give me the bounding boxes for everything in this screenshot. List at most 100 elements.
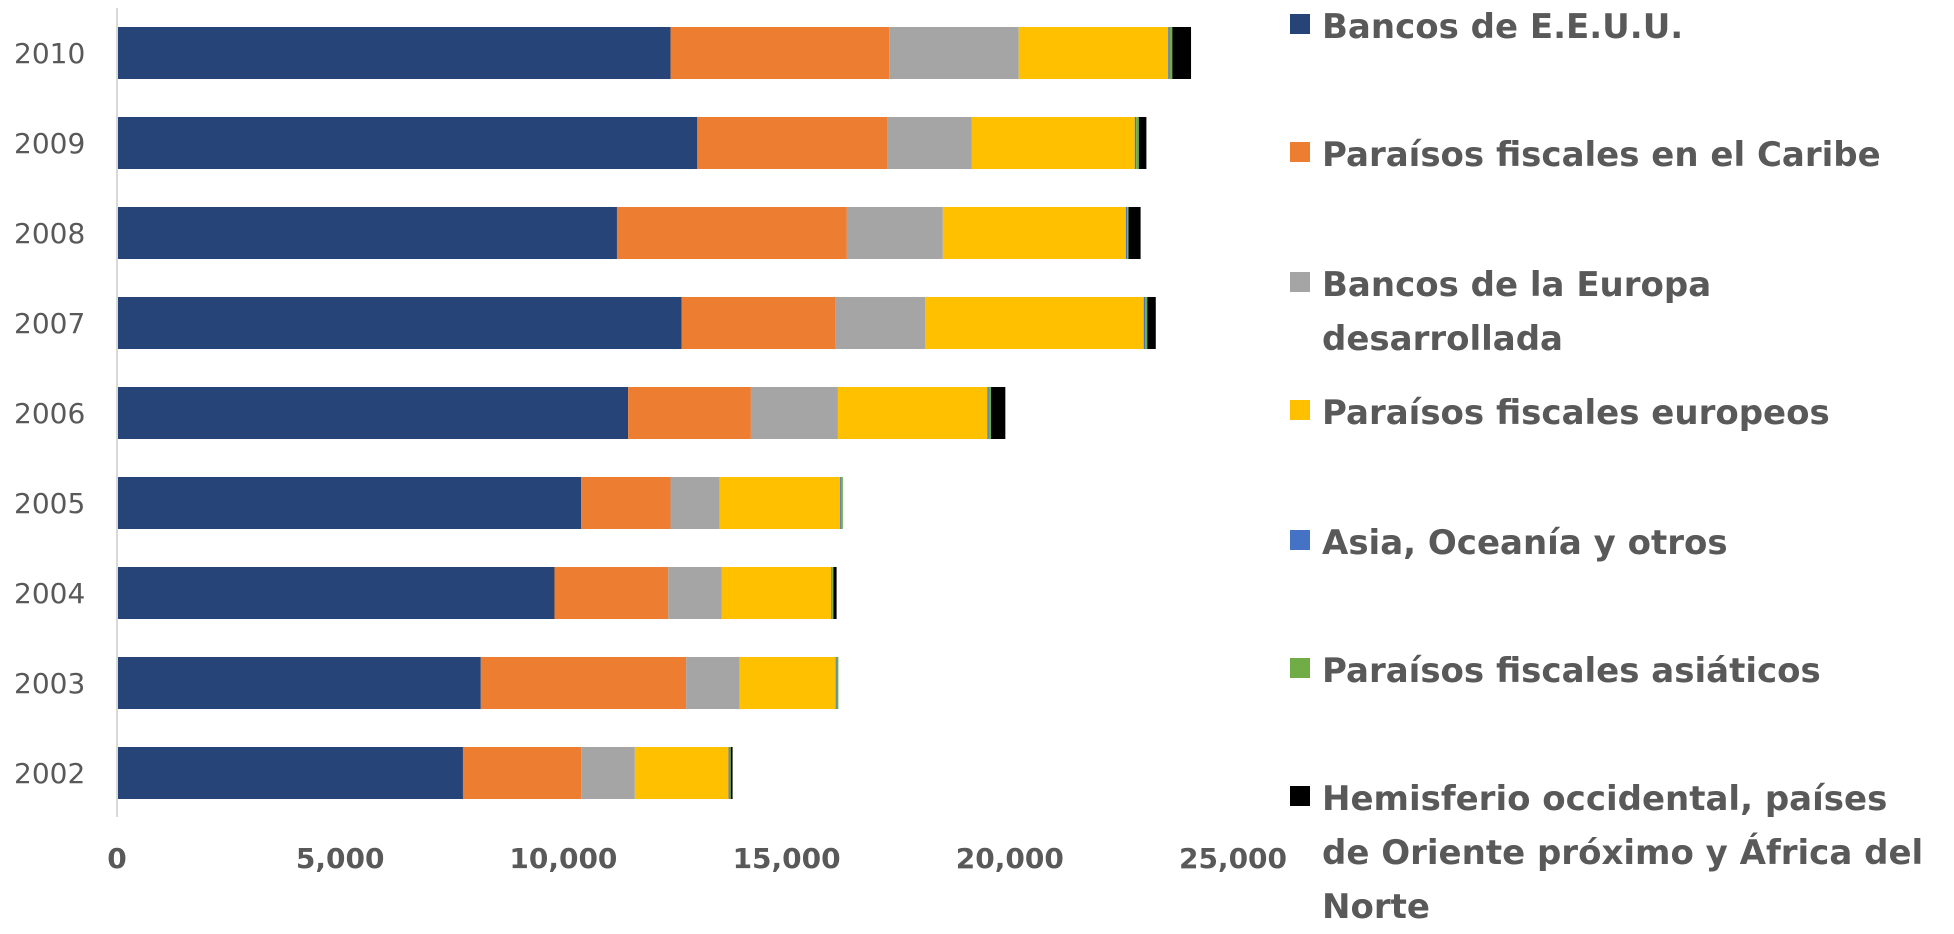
- bar-segment-2009-series-0: [117, 117, 698, 169]
- bar-segment-2006-series-5: [988, 387, 992, 439]
- bar-segment-2010-series-1: [670, 27, 890, 79]
- bar-segment-2005-series-5: [841, 477, 843, 529]
- legend-item: Paraísos fiscales en el Caribe: [1290, 128, 1942, 182]
- bar-segment-2004-series-2: [668, 567, 722, 619]
- legend-label: Paraísos fiscales en el Caribe: [1322, 135, 1881, 175]
- bar-segment-2010-series-2: [889, 27, 1019, 79]
- bar-segment-2008-series-5: [1127, 207, 1129, 259]
- bar-segment-2008-series-3: [942, 207, 1126, 259]
- y-tick-label: 2002: [14, 757, 85, 790]
- bar-segment-2009-series-2: [887, 117, 972, 169]
- bar-segment-2008-series-4: [1125, 207, 1128, 259]
- legend-label: Bancos de E.E.U.U.: [1322, 7, 1684, 47]
- legend-item: Asia, Oceanía y otros: [1290, 516, 1942, 570]
- legend-swatch: [1290, 786, 1310, 806]
- legend-swatch: [1290, 658, 1310, 678]
- bar-segment-2003-series-2: [686, 657, 740, 709]
- bar-segment-2009-series-5: [1136, 117, 1139, 169]
- bar-segment-2004-series-3: [721, 567, 832, 619]
- bars-group: [117, 27, 1192, 799]
- bar-segment-2006-series-4: [987, 387, 989, 439]
- legend-swatch: [1290, 400, 1310, 420]
- bar-segment-2007-series-1: [681, 297, 836, 349]
- legend-label: Asia, Oceanía y otros: [1322, 523, 1728, 563]
- bar-segment-2005-series-1: [581, 477, 671, 529]
- y-tick-label: 2006: [14, 397, 85, 430]
- bar-segment-2009-series-3: [971, 117, 1135, 169]
- legend: Bancos de E.E.U.U. Paraísos fiscales en e…: [1290, 0, 1950, 927]
- bar-segment-2002-series-1: [462, 747, 582, 799]
- legend-swatch: [1290, 530, 1310, 550]
- bar-segment-2002-series-3: [634, 747, 729, 799]
- legend-item: Paraísos fiscales asiáticos: [1290, 644, 1942, 698]
- bar-segment-2010-series-4: [1168, 27, 1170, 79]
- legend-swatch: [1290, 272, 1310, 292]
- bar-segment-2003-series-5: [836, 657, 839, 709]
- bar-segment-2006-series-2: [750, 387, 838, 439]
- x-tick-label: 5,000: [296, 842, 385, 875]
- legend-label: Paraísos fiscales europeos: [1322, 393, 1830, 433]
- bar-segment-2007-series-4: [1143, 297, 1146, 349]
- bar-segment-2010-series-6: [1172, 27, 1192, 79]
- bar-segment-2006-series-6: [991, 387, 1006, 439]
- y-tick-label: 2008: [14, 217, 85, 250]
- bar-segment-2002-series-0: [117, 747, 463, 799]
- x-tick-labels: 0 5,000 10,000 15,000 20,000 25,000: [107, 842, 1287, 875]
- x-tick-label: 20,000: [956, 842, 1064, 875]
- legend-item: Bancos de la Europa desarrollada: [1290, 258, 1942, 366]
- y-tick-label: 2003: [14, 667, 85, 700]
- bar-segment-2010-series-3: [1018, 27, 1169, 79]
- bar-segment-2008-series-1: [616, 207, 847, 259]
- bar-segment-2008-series-2: [846, 207, 943, 259]
- bar-segment-2007-series-5: [1145, 297, 1148, 349]
- x-tick-label: 10,000: [509, 842, 617, 875]
- legend-swatch: [1290, 14, 1310, 34]
- bar-segment-2004-series-5: [832, 567, 834, 619]
- bar-segment-2005-series-4: [840, 477, 842, 529]
- bar-segment-2004-series-6: [833, 567, 837, 619]
- y-tick-label: 2009: [14, 127, 85, 160]
- legend-label: Paraísos fiscales asiáticos: [1322, 651, 1821, 691]
- bar-segment-2006-series-1: [628, 387, 751, 439]
- bar-segment-2003-series-0: [117, 657, 481, 709]
- bar-segment-2009-series-6: [1138, 117, 1147, 169]
- bar-segment-2006-series-3: [837, 387, 988, 439]
- bar-segment-2004-series-0: [117, 567, 555, 619]
- bar-segment-2007-series-2: [835, 297, 925, 349]
- y-tick-label: 2010: [14, 37, 85, 70]
- stacked-bar-chart: 2010 2009 2008 2007 2006 2005 2004 2003 2002 0 5,…: [14, 8, 1287, 875]
- x-tick-label: 15,000: [733, 842, 841, 875]
- bar-segment-2003-series-3: [739, 657, 836, 709]
- legend-item: Bancos de E.E.U.U.: [1290, 0, 1942, 54]
- bar-segment-2008-series-0: [117, 207, 617, 259]
- bar-segment-2002-series-6: [730, 747, 733, 799]
- legend-label: Hemisferio occidental, países de Oriente…: [1322, 779, 1924, 927]
- bar-segment-2002-series-4: [728, 747, 730, 799]
- bar-segment-2010-series-5: [1169, 27, 1173, 79]
- x-tick-label: 25,000: [1179, 842, 1287, 875]
- bar-segment-2003-series-4: [835, 657, 837, 709]
- y-tick-labels: 2010 2009 2008 2007 2006 2005 2004 2003 2002: [14, 37, 85, 790]
- legend-swatch: [1290, 142, 1310, 162]
- bar-segment-2002-series-5: [729, 747, 731, 799]
- bar-segment-2005-series-2: [670, 477, 720, 529]
- bar-segment-2010-series-0: [117, 27, 671, 79]
- bar-segment-2003-series-1: [480, 657, 687, 709]
- bar-segment-2006-series-0: [117, 387, 629, 439]
- bar-segment-2005-series-3: [719, 477, 841, 529]
- bar-segment-2007-series-0: [117, 297, 682, 349]
- bar-segment-2007-series-6: [1147, 297, 1156, 349]
- y-tick-label: 2007: [14, 307, 85, 340]
- bar-segment-2004-series-4: [831, 567, 833, 619]
- bar-segment-2002-series-2: [581, 747, 635, 799]
- x-tick-label: 0: [107, 842, 126, 875]
- bar-segment-2009-series-1: [697, 117, 888, 169]
- bar-segment-2008-series-6: [1128, 207, 1141, 259]
- bar-segment-2004-series-1: [554, 567, 669, 619]
- bar-segment-2005-series-0: [117, 477, 582, 529]
- bar-segment-2009-series-4: [1134, 117, 1137, 169]
- bar-segment-2007-series-3: [924, 297, 1144, 349]
- y-tick-label: 2004: [14, 577, 85, 610]
- y-tick-label: 2005: [14, 487, 85, 520]
- legend-item: Hemisferio occidental, países de Oriente…: [1290, 772, 1942, 934]
